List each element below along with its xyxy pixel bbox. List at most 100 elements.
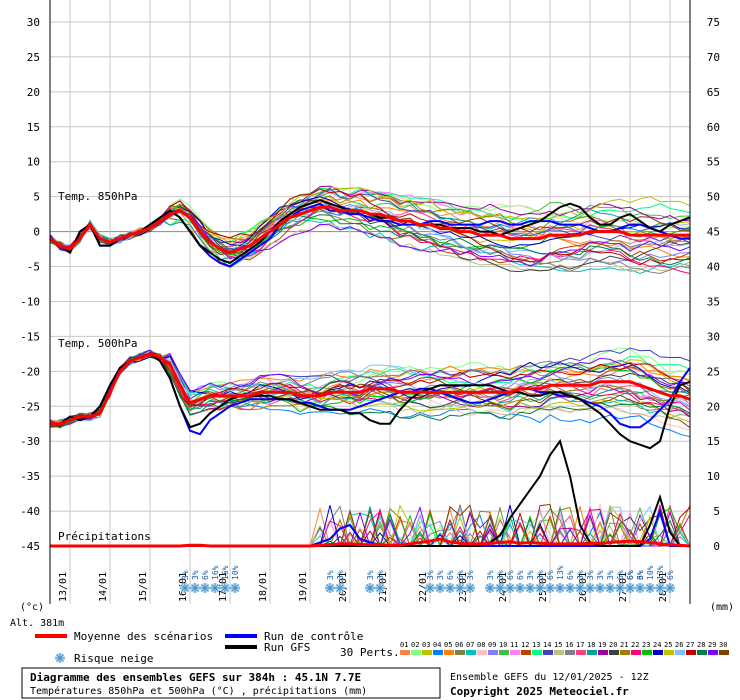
- pert-swatch: [444, 650, 454, 655]
- pert-number: 01: [400, 641, 408, 649]
- snow-risk-percent: 6%: [456, 570, 465, 580]
- y-right-tick-label: 45: [707, 226, 720, 239]
- snowflake-icon: [545, 583, 555, 593]
- footer-run-info: Ensemble GEFS du 12/01/2025 - 12Z: [450, 672, 649, 683]
- pert-swatch: [708, 650, 718, 655]
- pert-number: 16: [565, 641, 573, 649]
- pert-swatch: [411, 650, 421, 655]
- t850-label: Temp. 850hPa: [58, 190, 137, 203]
- pert-number: 07: [466, 641, 474, 649]
- snow-risk-percent: 3%: [496, 570, 505, 580]
- snow-risk-percent: 6%: [516, 570, 525, 580]
- snow-risk-percent: 3%: [366, 570, 375, 580]
- t500-label: Temp. 500hPa: [58, 337, 137, 350]
- snow-risk-percent: 6%: [566, 570, 575, 580]
- legend: Moyenne des scénarios Run de contrôle Ru…: [35, 630, 729, 665]
- snow-risk-percent: 13%: [556, 565, 565, 580]
- pert-swatch: [510, 650, 520, 655]
- snow-risk-percent: 3%: [436, 570, 445, 580]
- y-left-tick-label: 0: [33, 226, 40, 239]
- snowflake-icon: [645, 583, 655, 593]
- snow-risk-percent: 6%: [666, 570, 675, 580]
- pert-number: 08: [477, 641, 485, 649]
- y-left-tick-label: -15: [20, 330, 40, 343]
- pert-swatch: [642, 650, 652, 655]
- snow-risk-percent: 3%: [526, 570, 535, 580]
- snowflake-icon: [625, 583, 635, 593]
- snowflake-icon: [635, 583, 645, 593]
- precip-label: Précipitations: [58, 530, 151, 543]
- main-series-lines: [49, 199, 691, 548]
- footer-subtitle: Températures 850hPa et 500hPa (°C) , pré…: [30, 685, 367, 697]
- snow-risk-percent: 3%: [191, 570, 200, 580]
- pert-number: 27: [686, 641, 694, 649]
- footer-title-box: [21, 667, 441, 699]
- snow-risk-percent: 6%: [626, 570, 635, 580]
- snow-risk-markers: 3% 3% 6% 16% 16% 10% 3% 3% 3% 3% 3% 3% 6% 6% 3% 3% 3% 6% 6…: [180, 565, 675, 593]
- snow-risk-percent: 6%: [546, 570, 555, 580]
- pert-number: 23: [642, 641, 650, 649]
- snow-risk-percent: 6%: [506, 570, 515, 580]
- perturbation-line: [49, 207, 691, 275]
- snow-risk-percent: 6%: [626, 570, 635, 580]
- x-tick-label: 18/01: [258, 572, 269, 602]
- pert-number: 22: [631, 641, 639, 649]
- pert-number: 21: [620, 641, 628, 649]
- pert-swatch: [609, 650, 619, 655]
- pert-number: 29: [708, 641, 716, 649]
- snowflake-icon: [505, 583, 515, 593]
- snowflake-icon: [665, 583, 675, 593]
- x-tick-label: 13/01: [58, 572, 69, 602]
- x-tick-label: 22/01: [418, 572, 429, 602]
- right-unit-label: (mm): [710, 602, 734, 613]
- snowflake-icon: [335, 583, 345, 593]
- y-left-tick-label: 15: [27, 121, 40, 134]
- perturbation-line: [49, 206, 691, 256]
- pert-number: 20: [609, 641, 617, 649]
- legend-gfs-label: Run GFS: [264, 641, 310, 654]
- y-left-tick-label: -35: [20, 470, 40, 483]
- pert-number: 05: [444, 641, 452, 649]
- y-left-tick-label: -25: [20, 400, 40, 413]
- snow-risk-percent: 13%: [656, 565, 665, 580]
- pert-swatch: [587, 650, 597, 655]
- legend-mean-label: Moyenne des scénarios: [74, 630, 213, 643]
- pert-swatch: [719, 650, 729, 655]
- pert-number: 30: [719, 641, 727, 649]
- snow-risk-percent: 3%: [536, 570, 545, 580]
- snow-risk-percent: 6%: [201, 570, 210, 580]
- snowflake-icon: [485, 583, 495, 593]
- snowflake-icon: [455, 583, 465, 593]
- snow-risk-percent: 16%: [221, 565, 230, 580]
- snow-risk-percent: 3%: [586, 570, 595, 580]
- snowflake-icon: [595, 583, 605, 593]
- snowflake-icon: [515, 583, 525, 593]
- snowflake-icon: [655, 583, 665, 593]
- series-line: [49, 205, 690, 255]
- snowflake-icon: [210, 583, 220, 593]
- series-line: [50, 352, 691, 426]
- x-tick-label: 19/01: [298, 572, 309, 602]
- pert-swatch: [477, 650, 487, 655]
- footer-title: Diagramme des ensembles GEFS sur 384h : …: [30, 671, 361, 684]
- snow-risk-percent: 3%: [466, 570, 475, 580]
- y-left-tick-label: -20: [20, 365, 40, 378]
- pert-number: 03: [422, 641, 430, 649]
- snow-risk-percent: 3%: [426, 570, 435, 580]
- series-precip-line: [50, 537, 691, 548]
- y-left-tick-label: 30: [27, 16, 40, 29]
- x-tick-label: 14/01: [98, 572, 109, 602]
- pert-swatch: [543, 650, 553, 655]
- y-right-tick-label: 20: [707, 400, 720, 413]
- snow-risk-percent: 10%: [231, 565, 240, 580]
- y-right-tick-label: 30: [707, 330, 720, 343]
- pert-swatch: [631, 650, 641, 655]
- y-left-tick-label: 5: [33, 191, 40, 204]
- y-left-tick-label: -10: [20, 295, 40, 308]
- pert-number: 06: [455, 641, 463, 649]
- pert-swatch: [675, 650, 685, 655]
- pert-swatch: [455, 650, 465, 655]
- y-right-tick-label: 0: [713, 540, 720, 553]
- y-right-tick-label: 5: [713, 505, 720, 518]
- legend-perts-label: 30 Perts.: [340, 646, 400, 659]
